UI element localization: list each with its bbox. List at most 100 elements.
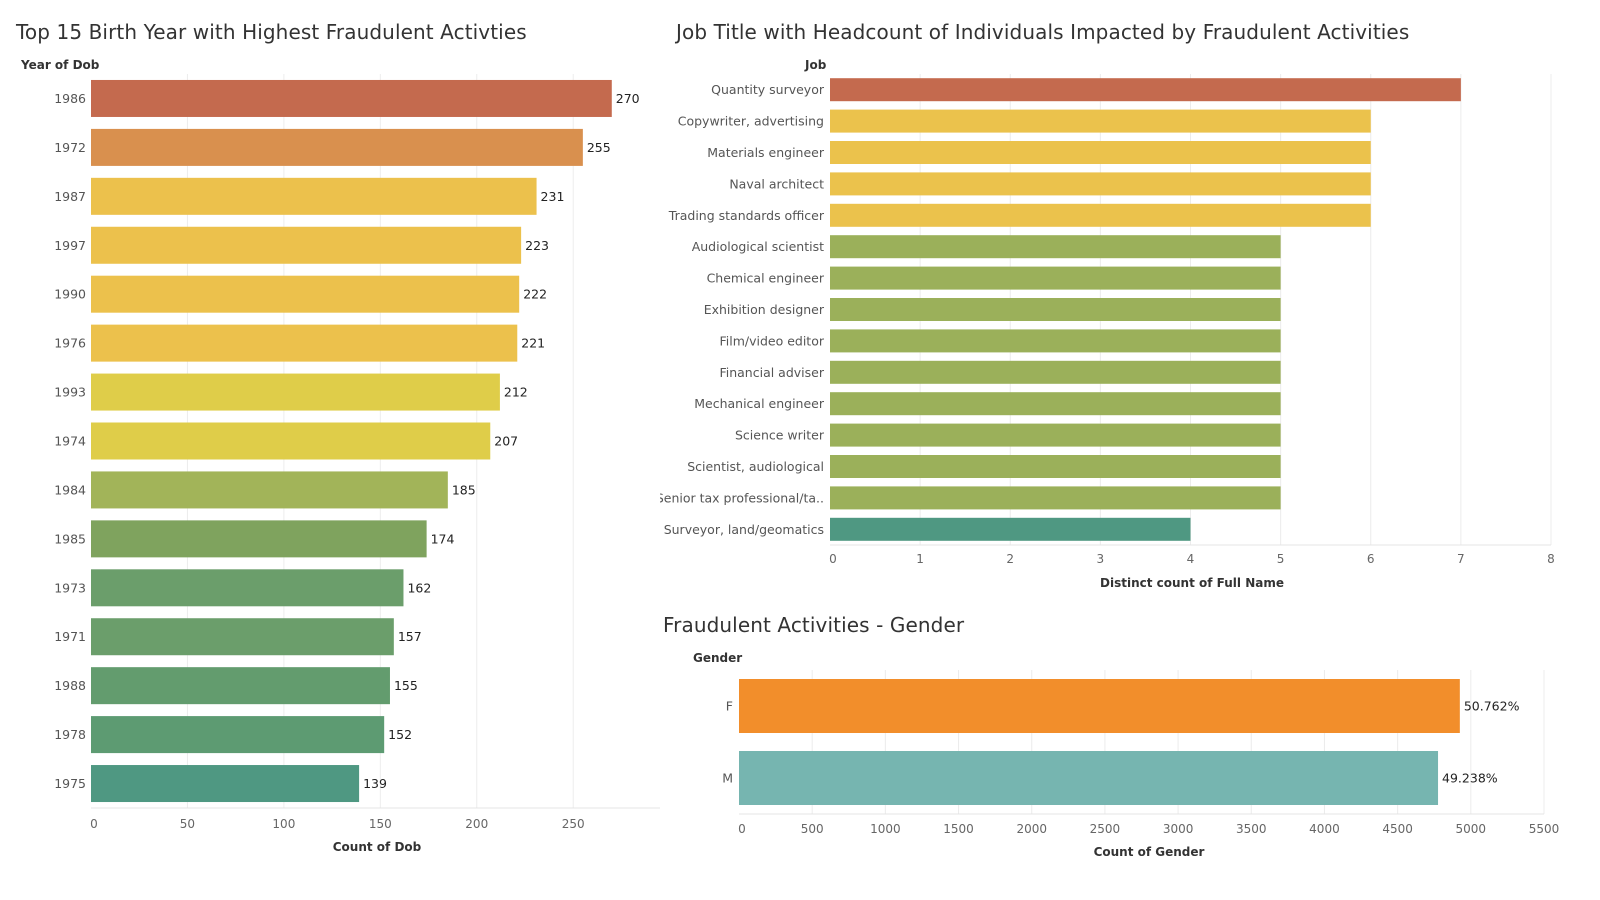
bar[interactable] — [830, 360, 1281, 384]
category-label: 1978 — [54, 727, 86, 742]
bar[interactable] — [830, 423, 1281, 447]
x-tick-label: 2500 — [1090, 822, 1121, 836]
x-tick-label: 5000 — [1456, 822, 1487, 836]
bar[interactable] — [830, 78, 1461, 102]
x-tick-label: 4500 — [1382, 822, 1413, 836]
data-label: 174 — [431, 531, 455, 546]
data-label: 231 — [541, 189, 565, 204]
category-label: Copywriter, advertising — [678, 114, 824, 129]
x-tick-label: 100 — [272, 817, 295, 831]
category-label: 1971 — [54, 629, 86, 644]
category-label: Chemical engineer — [707, 271, 825, 286]
bar[interactable] — [830, 329, 1281, 353]
bar[interactable] — [91, 618, 394, 656]
category-label: 1985 — [54, 531, 86, 546]
x-tick-label: 4000 — [1309, 822, 1340, 836]
data-label: 221 — [521, 336, 545, 351]
x-axis-title: Distinct count of Full Name — [1100, 576, 1284, 590]
bar[interactable] — [830, 203, 1371, 227]
x-tick-label: 2000 — [1016, 822, 1047, 836]
bar[interactable] — [91, 79, 612, 117]
gender-chart: Gender F 50.762% M 49.238% 0 500 1000 1500 2000 25… — [693, 651, 1559, 859]
data-label: 222 — [523, 287, 547, 302]
birth-year-chart: Year of Dob 1986 270 1972 255 1987 231 1997 223 1… — [20, 58, 660, 854]
bar[interactable] — [739, 679, 1460, 733]
category-label: Audiological scientist — [692, 239, 824, 254]
x-tick-label: 500 — [801, 822, 824, 836]
x-axis-title: Count of Dob — [333, 840, 422, 854]
bar[interactable] — [91, 422, 491, 460]
bar[interactable] — [91, 716, 385, 754]
bar[interactable] — [91, 373, 500, 411]
data-label: 49.238% — [1442, 771, 1498, 786]
bar[interactable] — [830, 235, 1281, 259]
bar[interactable] — [91, 226, 522, 264]
bar[interactable] — [830, 455, 1281, 478]
x-tick-label: 1000 — [870, 822, 901, 836]
bar[interactable] — [739, 751, 1439, 805]
row-header: Year of Dob — [20, 58, 100, 72]
data-label: 223 — [525, 238, 549, 253]
x-tick-label: 200 — [465, 817, 488, 831]
bar[interactable] — [91, 569, 404, 607]
category-label: 1984 — [54, 482, 86, 497]
data-label: 162 — [407, 580, 431, 595]
category-label: 1988 — [54, 678, 86, 693]
data-label: 185 — [452, 482, 476, 497]
category-label: 1987 — [54, 189, 86, 204]
category-label: 1974 — [54, 434, 86, 449]
category-label: 1972 — [54, 140, 86, 155]
bar[interactable] — [91, 128, 583, 166]
job-title-chart: Job Quantity surveyor Copywriter, advertis… — [660, 58, 1555, 590]
bar[interactable] — [830, 392, 1281, 416]
category-label: Quantity surveyor — [711, 82, 825, 97]
bar[interactable] — [91, 177, 537, 215]
bar[interactable] — [91, 765, 360, 803]
category-label: M — [722, 771, 733, 786]
x-tick-label: 3 — [1097, 552, 1105, 566]
category-label: 1986 — [54, 91, 86, 106]
x-tick-label: 2 — [1006, 552, 1014, 566]
bar[interactable] — [830, 141, 1371, 164]
x-tick-label: 1500 — [943, 822, 974, 836]
x-tick-label: 4 — [1187, 552, 1195, 566]
bar[interactable] — [91, 275, 520, 313]
data-label: 152 — [388, 727, 412, 742]
category-label: 1975 — [54, 776, 86, 791]
bar[interactable] — [830, 298, 1281, 321]
category-label: Scientist, audiological — [687, 459, 824, 474]
bar[interactable] — [830, 266, 1281, 290]
bar[interactable] — [91, 667, 390, 705]
x-tick-label: 250 — [562, 817, 585, 831]
x-tick-label: 7 — [1457, 552, 1465, 566]
data-label: 212 — [504, 385, 528, 400]
category-label: F — [726, 699, 733, 714]
job-title-chart-title: Job Title with Headcount of Individuals … — [676, 20, 1410, 44]
category-label: Exhibition designer — [704, 302, 825, 317]
x-axis-title: Count of Gender — [1094, 845, 1205, 859]
bar[interactable] — [830, 517, 1191, 541]
data-label: 207 — [494, 434, 518, 449]
category-label: Trading standards officer — [668, 208, 825, 223]
gender-chart-title: Fraudulent Activities - Gender — [663, 613, 965, 637]
x-tick-label: 3000 — [1163, 822, 1194, 836]
bar[interactable] — [830, 109, 1371, 133]
bar[interactable] — [91, 520, 427, 558]
category-label: Surveyor, land/geomatics — [664, 522, 824, 537]
bar[interactable] — [830, 486, 1281, 510]
category-label: Senior tax professional/ta.. — [660, 490, 824, 505]
category-label: Naval architect — [729, 176, 824, 191]
category-label: 1976 — [54, 336, 86, 351]
data-label: 157 — [398, 629, 422, 644]
category-label: Mechanical engineer — [694, 396, 825, 411]
category-label: Film/video editor — [719, 333, 824, 348]
job-title-chart-panel: Job Title with Headcount of Individuals … — [660, 0, 1560, 600]
data-label: 139 — [363, 776, 387, 791]
birth-year-chart-panel: Top 15 Birth Year with Highest Fraudulen… — [0, 0, 660, 870]
x-tick-label: 5 — [1277, 552, 1285, 566]
bar[interactable] — [91, 471, 448, 509]
category-label: 1973 — [54, 580, 86, 595]
bar[interactable] — [830, 172, 1371, 196]
bar[interactable] — [91, 324, 518, 362]
row-header: Job — [804, 58, 827, 72]
